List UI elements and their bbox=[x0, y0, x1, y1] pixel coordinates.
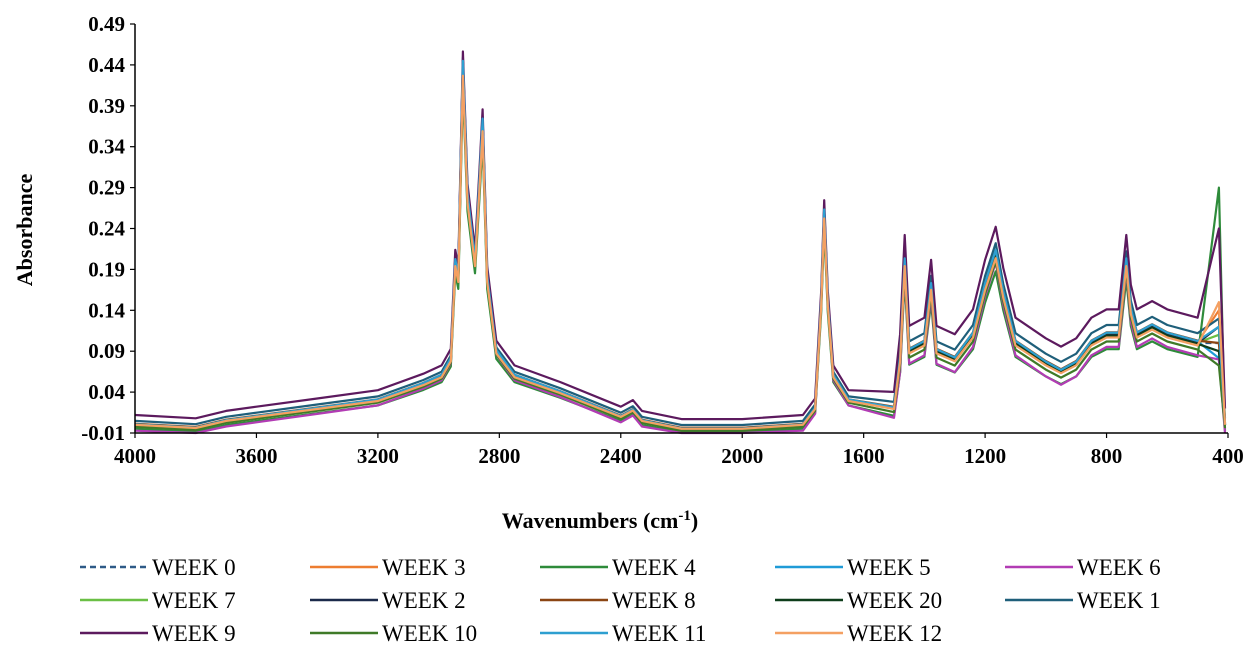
legend-label: WEEK 20 bbox=[847, 588, 942, 613]
y-tick-label: -0.01 bbox=[81, 421, 125, 445]
legend-label: WEEK 6 bbox=[1077, 555, 1161, 580]
legend-item: WEEK 3 bbox=[310, 555, 466, 580]
y-tick-label: 0.09 bbox=[88, 339, 125, 363]
x-axis-label-superscript: -1 bbox=[678, 508, 691, 524]
y-tick-label: 0.04 bbox=[88, 380, 125, 404]
legend: WEEK 0 WEEK 3 WEEK 4 WEEK 5 WEEK 6 WEEK 7 WEEK… bbox=[80, 555, 1161, 646]
y-tick-label: 0.49 bbox=[88, 12, 125, 36]
legend-label: WEEK 10 bbox=[382, 621, 477, 646]
x-tick-label: 4000 bbox=[114, 444, 156, 468]
y-tick-label: 0.29 bbox=[88, 176, 125, 200]
legend-item: WEEK 5 bbox=[775, 555, 931, 580]
series-line-week-9 bbox=[134, 50, 1227, 421]
legend-item: WEEK 4 bbox=[540, 555, 696, 580]
legend-label: WEEK 5 bbox=[847, 555, 931, 580]
series-line-week-10 bbox=[134, 72, 1227, 432]
x-tick-label: 800 bbox=[1091, 444, 1123, 468]
x-tick-label: 1600 bbox=[843, 444, 885, 468]
y-tick-label: 0.14 bbox=[88, 298, 125, 322]
y-tick-label: 0.24 bbox=[88, 217, 125, 241]
x-axis-label-main: Wavenumbers (cm bbox=[502, 508, 679, 533]
legend-item: WEEK 8 bbox=[540, 588, 696, 613]
x-tick-label: 400 bbox=[1212, 444, 1244, 468]
x-tick-label: 3600 bbox=[235, 444, 277, 468]
x-axis-label-close: ) bbox=[691, 508, 698, 533]
x-tick-label: 3200 bbox=[357, 444, 399, 468]
legend-label: WEEK 4 bbox=[612, 555, 696, 580]
y-axis-label: Absorbance bbox=[12, 174, 37, 287]
legend-label: WEEK 12 bbox=[847, 621, 942, 646]
series-layer bbox=[134, 50, 1227, 435]
series-line-week-2 bbox=[134, 63, 1227, 430]
x-tick-label: 1200 bbox=[964, 444, 1006, 468]
legend-label: WEEK 1 bbox=[1077, 588, 1161, 613]
legend-label: WEEK 0 bbox=[152, 555, 236, 580]
x-tick-label: 2400 bbox=[600, 444, 642, 468]
legend-label: WEEK 3 bbox=[382, 555, 466, 580]
series-line-week-4 bbox=[134, 85, 1227, 434]
x-axis-label: Wavenumbers (cm-1) bbox=[502, 508, 698, 533]
legend-item: WEEK 6 bbox=[1005, 555, 1161, 580]
legend-label: WEEK 8 bbox=[612, 588, 696, 613]
legend-label: WEEK 9 bbox=[152, 621, 236, 646]
legend-item: WEEK 1 bbox=[1005, 588, 1161, 613]
legend-item: WEEK 10 bbox=[310, 621, 477, 646]
series-line-week-20 bbox=[134, 67, 1227, 430]
legend-item: WEEK 11 bbox=[540, 621, 706, 646]
legend-label: WEEK 2 bbox=[382, 588, 466, 613]
legend-item: WEEK 20 bbox=[775, 588, 942, 613]
y-tick-label: 0.34 bbox=[88, 135, 125, 159]
x-tick-label: 2800 bbox=[478, 444, 520, 468]
series-line-week-0 bbox=[134, 63, 1227, 430]
legend-item: WEEK 2 bbox=[310, 588, 466, 613]
legend-label: WEEK 7 bbox=[152, 588, 236, 613]
legend-item: WEEK 12 bbox=[775, 621, 942, 646]
series-line-week-3 bbox=[134, 69, 1227, 429]
y-tick-label: 0.19 bbox=[88, 257, 125, 281]
y-tick-label: 0.44 bbox=[88, 53, 125, 77]
series-line-week-12 bbox=[134, 74, 1227, 430]
legend-item: WEEK 9 bbox=[80, 621, 236, 646]
legend-label: WEEK 11 bbox=[612, 621, 706, 646]
y-tick-label: 0.39 bbox=[88, 94, 125, 118]
x-tick-label: 2000 bbox=[721, 444, 763, 468]
y-axis-ticks: -0.01 0.04 0.09 0.14 0.19 0.24 0.29 0.34 0.39 0.4… bbox=[81, 12, 135, 445]
x-axis-ticks: 4000 3600 3200 2800 2400 2000 1600 1200 800 400 bbox=[114, 433, 1244, 468]
legend-item: WEEK 0 bbox=[80, 555, 236, 580]
legend-item: WEEK 7 bbox=[80, 588, 236, 613]
series-line-week-7 bbox=[134, 66, 1227, 430]
